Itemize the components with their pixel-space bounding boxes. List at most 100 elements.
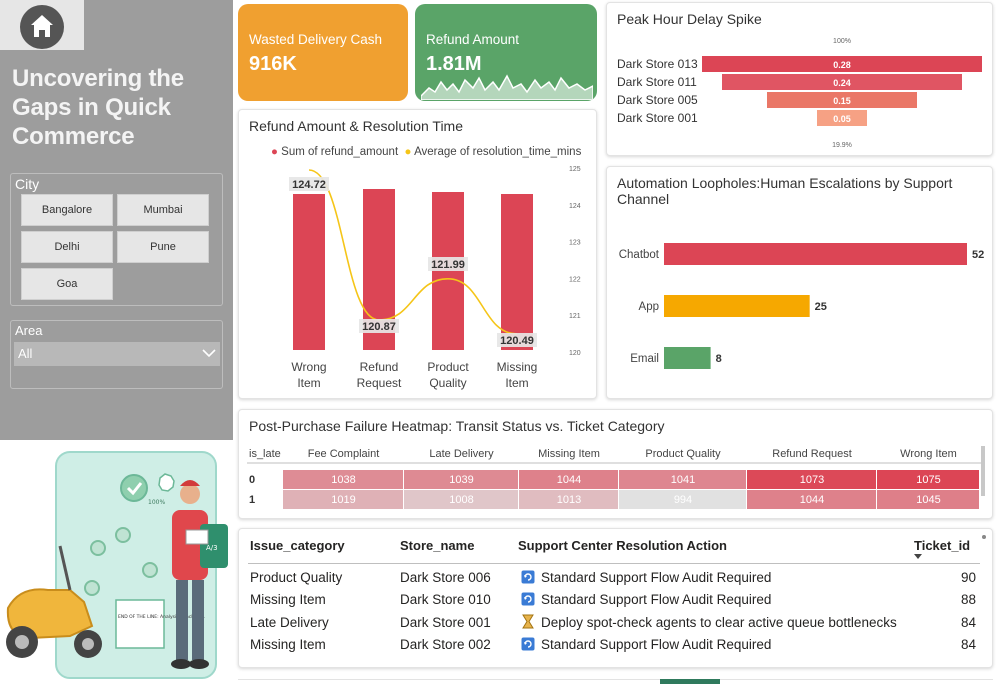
y2-tick-label: 124 xyxy=(569,203,581,210)
y2-tick-label: 125 xyxy=(569,166,581,173)
page-tab-active[interactable] xyxy=(660,679,720,684)
bar-value-label: 52 xyxy=(972,249,984,261)
y2-tick-label: 123 xyxy=(569,240,581,247)
table-cell-ticket: 84 xyxy=(960,615,976,630)
legend-line-series: Average of resolution_time_mins xyxy=(414,146,582,158)
heatmap-cell-value: 994 xyxy=(674,494,692,506)
home-icon[interactable] xyxy=(20,5,64,49)
map-pin-icon xyxy=(115,527,131,543)
map-pin-icon xyxy=(84,580,100,596)
heatmap-cell xyxy=(283,490,403,509)
table-header-divider xyxy=(248,563,980,564)
escalation-bar xyxy=(664,347,711,369)
delivery-person-icon xyxy=(180,484,200,504)
kpi-value: 1.81M xyxy=(426,53,482,75)
x-tick-label: Quality xyxy=(429,376,466,390)
city-option-mumbai[interactable]: Mumbai xyxy=(117,194,209,226)
funnel-value-label: 0.24 xyxy=(833,78,851,88)
table-cell-issue: Missing Item xyxy=(250,592,326,607)
refresh-icon xyxy=(521,637,535,651)
x-tick-label: Item xyxy=(297,376,320,390)
bar-value-label: 8 xyxy=(716,353,722,365)
city-option-goa[interactable]: Goa xyxy=(21,268,113,300)
peak-hour-funnel-chart[interactable]: 100% Dark Store 013 0.28 Dark Store 011 0.24… xyxy=(607,3,994,157)
refund-bar xyxy=(293,194,325,350)
city-option-delhi[interactable]: Delhi xyxy=(21,231,113,263)
funnel-value-label: 0.15 xyxy=(833,96,851,106)
area-dropdown[interactable]: All xyxy=(14,342,220,366)
data-label-bg xyxy=(497,333,537,347)
funnel-bar xyxy=(817,110,867,126)
heatmap-cell-value: 1075 xyxy=(916,474,940,486)
heatmap-cell xyxy=(619,490,746,509)
heatmap-cell-value: 1073 xyxy=(800,474,824,486)
x-tick-label: Missing xyxy=(497,360,538,374)
chart-title: Automation Loopholes:Human Escalations b… xyxy=(617,175,953,207)
failure-heatmap[interactable]: is_late Fee Complaint Late Delivery Missing… xyxy=(239,410,994,520)
box-text: A/3 xyxy=(206,544,218,552)
column-header-action[interactable]: Support Center Resolution Action xyxy=(518,538,727,553)
escalation-chart-card: Automation Loopholes:Human Escalations b… xyxy=(606,166,993,399)
heatmap-cell-value: 1044 xyxy=(557,474,581,486)
heatmap-cell xyxy=(519,490,618,509)
refund-combo-chart[interactable]: Wrong Item Refund Request Product Quality Miss… xyxy=(239,110,598,400)
kpi-label: Refund Amount xyxy=(426,32,520,47)
table-cell-issue: Late Delivery xyxy=(250,615,329,630)
data-label: 120.49 xyxy=(500,335,534,347)
chevron-down-icon[interactable] xyxy=(201,347,217,359)
refund-bar xyxy=(501,194,533,350)
y2-tick-label: 120 xyxy=(569,350,581,357)
heatmap-scrollbar xyxy=(981,446,985,496)
kpi-value: 916K xyxy=(249,53,297,75)
more-options-icon[interactable] xyxy=(980,533,988,541)
x-tick-label: Request xyxy=(357,376,402,390)
funnel-bar xyxy=(702,56,982,72)
heatmap-cell-value: 1045 xyxy=(916,494,940,506)
sort-descending-icon[interactable] xyxy=(913,553,923,560)
home-button[interactable] xyxy=(0,0,84,50)
city-option-pune[interactable]: Pune xyxy=(117,231,209,263)
hourglass-icon xyxy=(522,614,534,629)
funnel-top-label: 100% xyxy=(833,38,851,45)
heatmap-cell xyxy=(877,490,979,509)
heatmap-cell xyxy=(747,470,876,489)
table-cell-store: Dark Store 006 xyxy=(400,570,491,585)
heatmap-cell xyxy=(404,490,518,509)
heatmap-cell xyxy=(877,470,979,489)
table-cell-store: Dark Store 001 xyxy=(400,615,491,630)
table-cell-issue: Missing Item xyxy=(250,637,326,652)
refresh-icon xyxy=(521,592,535,606)
heatmap-cell xyxy=(404,470,518,489)
bar-category-label: Email xyxy=(630,353,659,365)
refresh-icon xyxy=(521,570,535,584)
y2-tick-label: 122 xyxy=(569,276,581,283)
heatmap-cell xyxy=(747,490,876,509)
heatmap-cell xyxy=(619,470,746,489)
city-option-bangalore[interactable]: Bangalore xyxy=(21,194,113,226)
column-header-store[interactable]: Store_name xyxy=(400,538,475,553)
kpi-wasted-delivery-cash: Wasted Delivery Cash 916K xyxy=(238,4,408,101)
chart-title: Post-Purchase Failure Heatmap: Transit S… xyxy=(249,418,665,434)
table-cell-issue: Product Quality xyxy=(250,570,343,585)
column-header-issue[interactable]: Issue_category xyxy=(250,538,345,553)
funnel-category-label: Dark Store 011 xyxy=(617,75,697,89)
chart-title: Refund Amount & Resolution Time xyxy=(249,118,464,134)
area-label: Area xyxy=(15,323,43,338)
bar-category-label: App xyxy=(639,301,659,313)
escalation-bar-chart[interactable]: Chatbot 52 App 25 Email 8 xyxy=(607,167,994,400)
table-cell-ticket: 84 xyxy=(960,637,976,652)
data-label: 121.99 xyxy=(431,259,465,271)
funnel-bottom-label: 19.9% xyxy=(832,142,852,149)
heatmap-cell xyxy=(283,470,403,489)
heatmap-cell-value: 1039 xyxy=(449,474,473,486)
heatmap-cell-value: 1044 xyxy=(800,494,824,506)
funnel-category-label: Dark Store 005 xyxy=(617,93,698,107)
x-tick-label: Product xyxy=(427,360,469,374)
table-cell-action: Standard Support Flow Audit Required xyxy=(541,637,772,652)
column-header-ticket[interactable]: Ticket_id xyxy=(914,538,971,553)
heatmap-cell-value: 1038 xyxy=(331,474,355,486)
heatmap-column-header: Fee Complaint xyxy=(308,448,380,460)
heatmap-column-header: Wrong Item xyxy=(900,448,957,460)
area-slicer: Area All xyxy=(10,320,223,389)
delivery-illustration: 100% END OF THE LINE: Analysis Concluded… xyxy=(0,440,233,684)
